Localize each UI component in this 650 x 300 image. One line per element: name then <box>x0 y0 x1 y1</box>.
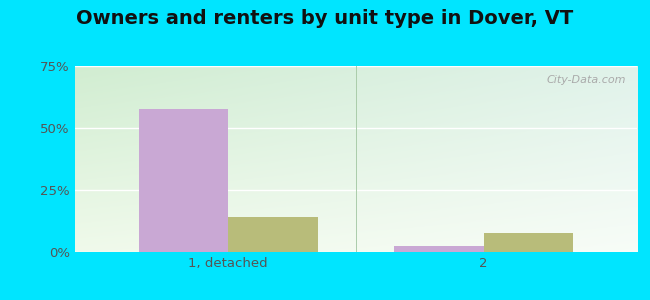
Text: Owners and renters by unit type in Dover, VT: Owners and renters by unit type in Dover… <box>77 9 573 28</box>
Bar <box>228 217 318 252</box>
Bar <box>394 246 484 252</box>
Bar <box>138 110 228 252</box>
Text: City-Data.com: City-Data.com <box>546 75 626 85</box>
Bar <box>484 233 573 252</box>
